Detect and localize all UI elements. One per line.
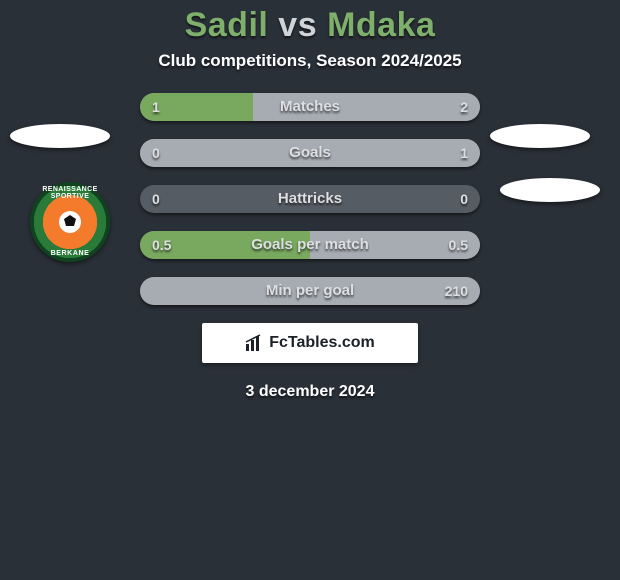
- date-text: 3 december 2024: [0, 383, 620, 401]
- title-right: Mdaka: [327, 6, 435, 44]
- bar-right: [140, 277, 480, 305]
- chart-bars-icon: [245, 334, 263, 352]
- stat-row: 01Goals: [140, 139, 480, 167]
- bar-left: [140, 231, 310, 259]
- bar-right: [253, 93, 480, 121]
- stat-left-value: 0: [152, 185, 160, 213]
- stat-row: 210Min per goal: [140, 277, 480, 305]
- fctables-watermark: FcTables.com: [202, 323, 418, 363]
- title-left: Sadil: [185, 6, 269, 44]
- stats-area: 12Matches 01Goals 0 0Hattricks 0.50.5Goals p…: [0, 93, 620, 305]
- title-vs: vs: [268, 6, 327, 44]
- brand-text: FcTables.com: [269, 334, 375, 352]
- bar-right: [310, 231, 480, 259]
- bar-left: [140, 93, 253, 121]
- subtitle: Club competitions, Season 2024/2025: [0, 51, 620, 71]
- stat-label: Hattricks: [140, 185, 480, 213]
- stat-row: 0 0Hattricks: [140, 185, 480, 213]
- comparison-card: Sadil vs Mdaka Club competitions, Season…: [0, 0, 620, 580]
- stat-right-value: 0: [460, 185, 468, 213]
- stat-row: 0.50.5Goals per match: [140, 231, 480, 259]
- bar-right: [140, 139, 480, 167]
- page-title: Sadil vs Mdaka: [0, 0, 620, 45]
- stat-row: 12Matches: [140, 93, 480, 121]
